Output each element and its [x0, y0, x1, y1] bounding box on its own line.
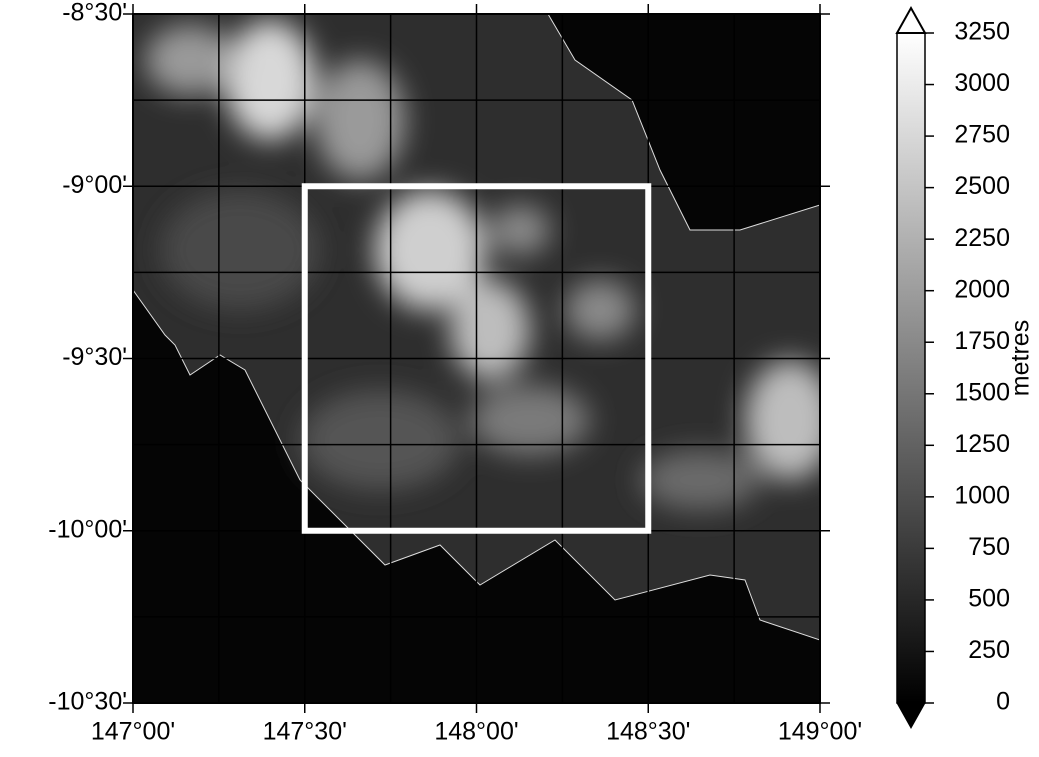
y-tick-label: -10°30' [48, 688, 127, 716]
y-tick-label: -8°30' [62, 0, 127, 27]
x-tick-label: 147°00' [91, 718, 175, 746]
x-tick-label: 148°00' [434, 718, 518, 746]
colorbar-tick-label: 2250 [954, 224, 1010, 252]
map-figure: 147°00' 147°30' 148°00' 148°30' 149°00' -8°30… [0, 0, 1039, 757]
colorbar-tick-label: 500 [968, 585, 1010, 613]
colorbar-tick-label: 1500 [954, 378, 1010, 406]
colorbar-tick-label: 1000 [954, 481, 1010, 509]
colorbar-tick-label: 250 [968, 636, 1010, 664]
x-tick-label: 148°30' [606, 718, 690, 746]
colorbar-tick-label: 750 [968, 533, 1010, 561]
colorbar-tick-label: 1750 [954, 327, 1010, 355]
colorbar-tick-label: 3000 [954, 69, 1010, 97]
x-tick-label: 149°00' [778, 718, 862, 746]
colorbar-tick-label: 2750 [954, 121, 1010, 149]
colorbar-tick-label: 3250 [954, 18, 1010, 46]
y-tick-label: -10°00' [48, 515, 127, 543]
x-tick-label: 147°30' [263, 718, 347, 746]
colorbar-under-triangle [897, 703, 925, 728]
colorbar-tick-label: 1250 [954, 430, 1010, 458]
terrain [133, 14, 835, 703]
colorbar-tick-label: 2000 [954, 275, 1010, 303]
colorbar-label: metres [1007, 320, 1035, 396]
colorbar-over-triangle [897, 8, 925, 33]
y-tick-label: -9°00' [62, 171, 127, 199]
y-tick-label: -9°30' [62, 343, 127, 371]
colorbar-tick-label: 0 [996, 688, 1010, 716]
colorbar-tick-label: 2500 [954, 172, 1010, 200]
colorbar [897, 33, 925, 703]
